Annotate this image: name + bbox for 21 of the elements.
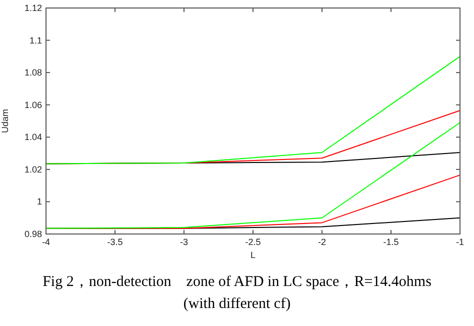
y-tick-label: 1 — [36, 196, 42, 207]
y-axis-title: Udam — [0, 108, 10, 134]
text: Fig 2，non-detection zone of AFD in LC space，R=14.4ohms — [42, 274, 432, 290]
text: (with different cf) — [183, 296, 291, 312]
x-tick-label: -3.5 — [107, 237, 123, 247]
y-tick-label: 1.06 — [24, 100, 42, 110]
x-tick-label: -2.5 — [245, 237, 261, 247]
y-tick-label: 1.08 — [24, 68, 42, 78]
y-tick-label: 1.1 — [29, 35, 42, 46]
x-tick-label: -1 — [456, 237, 464, 247]
x-tick-label: -1.5 — [383, 237, 399, 247]
x-tick-label: -2 — [318, 237, 326, 247]
x-tick-label: -4 — [42, 237, 50, 247]
x-axis-title: L — [250, 250, 256, 260]
line-series — [46, 122, 460, 229]
y-tick-label: 1.12 — [24, 3, 42, 13]
y-tick-label: 1.04 — [24, 132, 42, 142]
y-tick-label: 0.98 — [24, 229, 42, 239]
line-series — [46, 56, 460, 164]
x-tick-label: -3 — [180, 237, 188, 247]
y-tick-label: 1.02 — [24, 164, 42, 174]
